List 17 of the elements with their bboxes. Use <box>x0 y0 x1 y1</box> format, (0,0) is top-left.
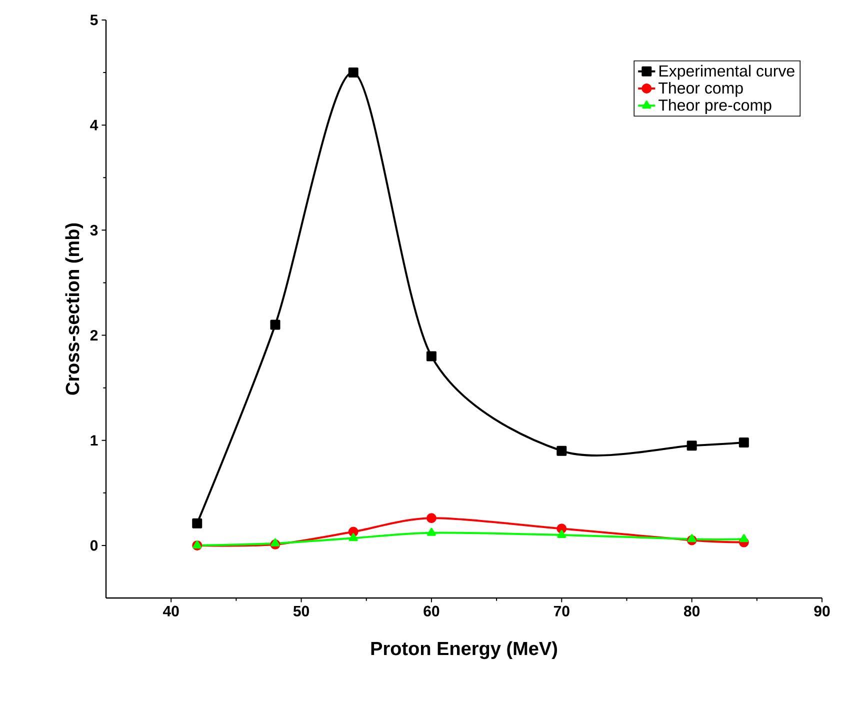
legend-label: Experimental curve <box>660 64 794 80</box>
y-axis-title: Cross-section (mb) <box>65 223 83 395</box>
legend-label: Theor pre-comp <box>658 99 772 114</box>
x-tick-label: 90 <box>814 606 830 616</box>
x-tick-label: 70 <box>554 606 570 616</box>
x-tick-label: 60 <box>424 606 440 616</box>
y-tick-label: 1 <box>90 435 98 446</box>
y-tick-label: 3 <box>90 224 98 236</box>
x-tick-label: 80 <box>684 606 700 616</box>
x-tick-label: 40 <box>162 606 179 616</box>
y-tick-label: 0 <box>90 540 98 551</box>
x-axis-title: Proton Energy (MeV) <box>371 641 557 660</box>
x-tick-label: 50 <box>293 606 309 616</box>
y-tick-label: 4 <box>90 120 98 130</box>
y-tick-label: 5 <box>90 14 98 26</box>
y-tick-label: 2 <box>90 330 98 341</box>
legend-label: Theor comp <box>658 82 743 97</box>
